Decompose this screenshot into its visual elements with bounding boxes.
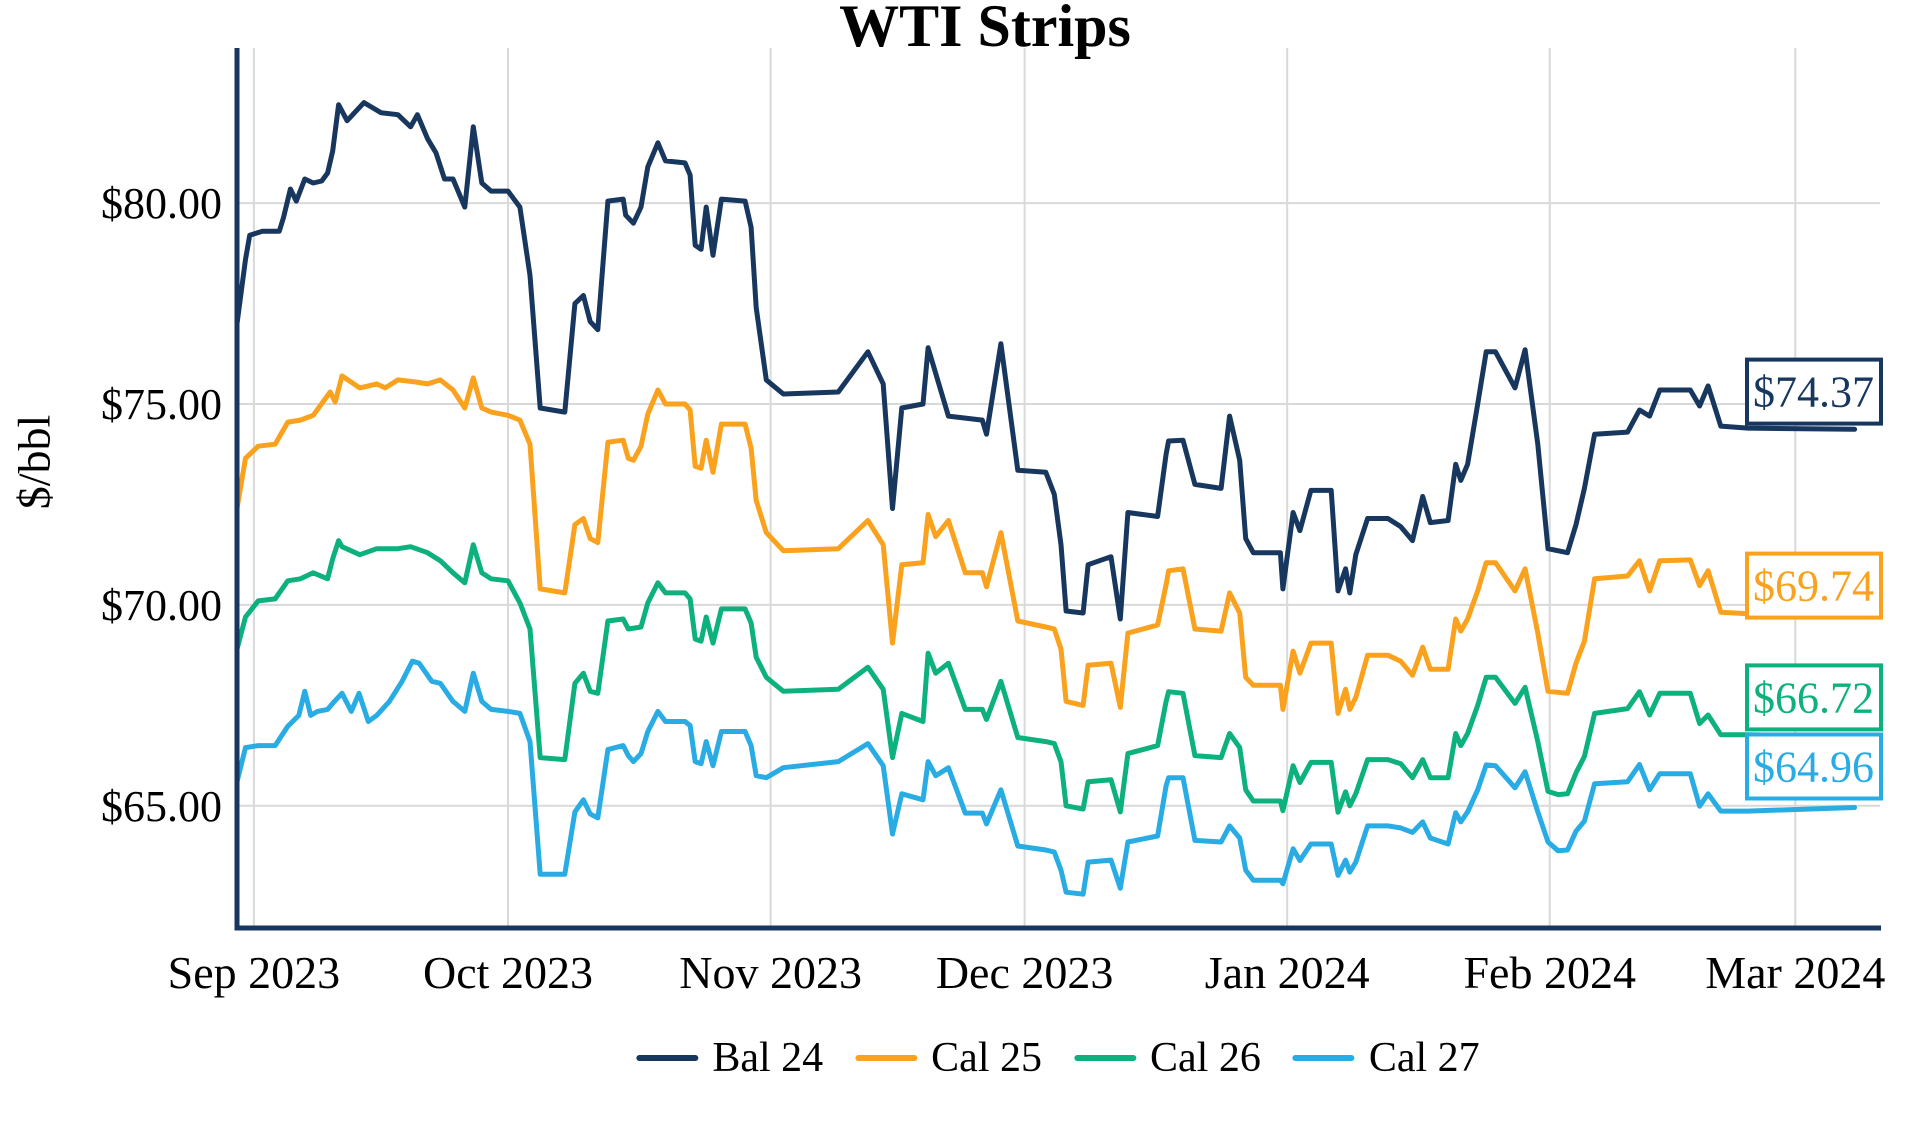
series-line-bal-24 xyxy=(234,100,1858,622)
end-label-box-cal-25 xyxy=(1745,551,1883,620)
x-tick-label: Mar 2024 xyxy=(1705,947,1885,998)
x-tick-label: Oct 2023 xyxy=(423,947,593,998)
end-label-cal-26: $66.72 xyxy=(1753,673,1874,722)
end-label-box-cal-27 xyxy=(1745,732,1883,801)
legend-line-swatch-icon xyxy=(1292,1055,1355,1061)
legend-label: Cal 25 xyxy=(931,1035,1042,1081)
x-tick-label: Nov 2023 xyxy=(679,947,862,998)
end-label-bal-24: $74.37 xyxy=(1753,368,1874,417)
y-tick-label: $75.00 xyxy=(101,380,222,429)
legend-item-bal-24: Bal 24 xyxy=(636,1034,823,1082)
legend-line-swatch-icon xyxy=(636,1055,699,1061)
legend: Bal 24 Cal 25 Cal 26 Cal 27 xyxy=(636,1034,1480,1082)
x-tick-label: Sep 2023 xyxy=(168,947,341,998)
x-tick-label: Dec 2023 xyxy=(936,947,1114,998)
legend-item-cal-25: Cal 25 xyxy=(855,1034,1042,1082)
end-label-box-bal-24 xyxy=(1745,357,1883,426)
x-tick-label: Jan 2024 xyxy=(1205,947,1370,998)
legend-label: Cal 27 xyxy=(1368,1035,1480,1081)
legend-label: Bal 24 xyxy=(712,1035,824,1081)
y-tick-label: $80.00 xyxy=(101,179,222,228)
legend-line-swatch-icon xyxy=(1074,1055,1136,1061)
y-axis-title: $/bbl xyxy=(8,414,60,510)
y-tick-label: $70.00 xyxy=(101,581,222,630)
y-tick-label: $65.00 xyxy=(101,782,222,831)
end-label-box-cal-26 xyxy=(1745,663,1883,732)
legend-label: Cal 26 xyxy=(1150,1035,1261,1081)
end-label-cal-27: $64.96 xyxy=(1753,743,1874,792)
legend-item-cal-27: Cal 27 xyxy=(1292,1034,1480,1082)
series-line-cal-27 xyxy=(234,658,1858,897)
end-label-cal-25: $69.74 xyxy=(1753,562,1874,611)
legend-line-swatch-icon xyxy=(855,1055,918,1061)
series-line-cal-26 xyxy=(234,538,1858,815)
series-line-cal-25 xyxy=(234,373,1858,716)
x-tick-label: Feb 2024 xyxy=(1463,947,1636,998)
legend-item-cal-26: Cal 26 xyxy=(1074,1034,1261,1082)
chart-title: WTI Strips xyxy=(839,0,1131,59)
